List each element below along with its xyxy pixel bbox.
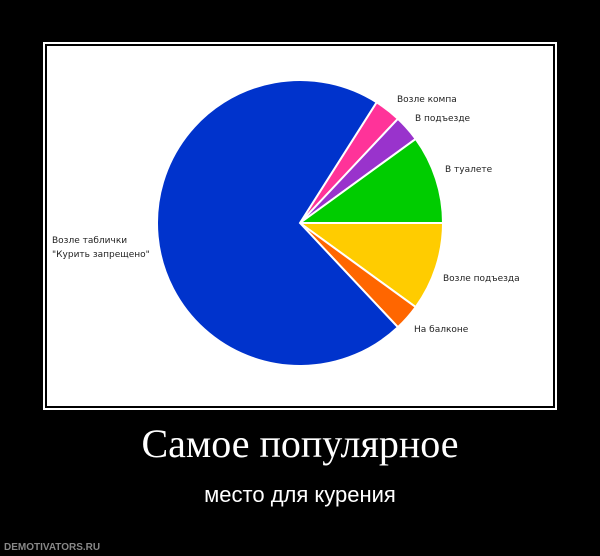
watermark: DEMOTIVATORS.RU (4, 542, 101, 553)
label-v-tualete: В туалете (445, 165, 493, 175)
pie-slice-5 (156, 79, 400, 367)
label-v-podezde: В подъезде (415, 114, 471, 124)
label-na-balkone: На балконе (414, 325, 469, 335)
pie-slice-2 (296, 137, 445, 224)
label-tablichka-line1: Возле таблички (52, 236, 128, 246)
label-tablichka-line2: "Курить запрещено" (52, 250, 150, 260)
poster-frame (43, 42, 557, 410)
label-vozle-podezda: Возле подъезда (443, 274, 520, 284)
poster-subtitle: место для курения (204, 482, 396, 507)
poster-title: Самое популярное (141, 421, 459, 466)
label-vozle-kompa: Возле компа (397, 95, 457, 105)
pie-slice-3 (296, 222, 445, 309)
